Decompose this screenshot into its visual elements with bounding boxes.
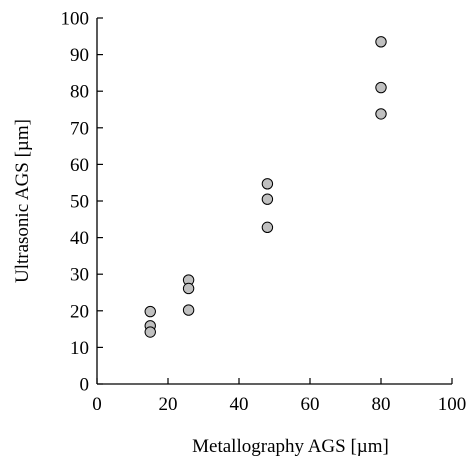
data-point [375,36,387,48]
x-tick-label: 60 [301,394,320,415]
y-tick-label: 90 [70,45,89,66]
y-tick-label: 80 [70,82,89,103]
y-tick-label: 60 [70,155,89,176]
y-tick-label: 40 [70,228,89,249]
data-point [261,193,274,205]
y-tick-label: 0 [80,375,90,396]
y-tick-label: 30 [70,265,89,286]
y-axis-title: Ultrasonic AGS [µm] [12,119,33,283]
y-tick-label: 70 [70,118,89,139]
data-point [182,282,195,295]
data-point [144,305,156,318]
x-tick-label: 80 [372,394,391,415]
y-tick-label: 50 [70,192,89,213]
ticks: 0 10 20 30 40 50 60 70 80 90 100 0 20 40 60 80 100 [61,9,467,416]
x-axis-title: Metallography AGS [µm] [192,436,389,457]
data-point [144,326,156,338]
data-points [144,36,387,338]
y-tick-label: 20 [70,301,89,322]
y-tick-label: 100 [61,9,90,30]
data-point [182,304,195,316]
y-tick-label: 10 [70,338,89,359]
x-tick-label: 100 [438,394,467,415]
data-point [261,178,274,190]
data-point [261,221,274,234]
data-point [375,108,387,120]
x-tick-label: 40 [230,394,249,415]
data-point [375,81,387,94]
x-tick-label: 0 [92,394,102,415]
x-tick-label: 20 [159,394,178,415]
